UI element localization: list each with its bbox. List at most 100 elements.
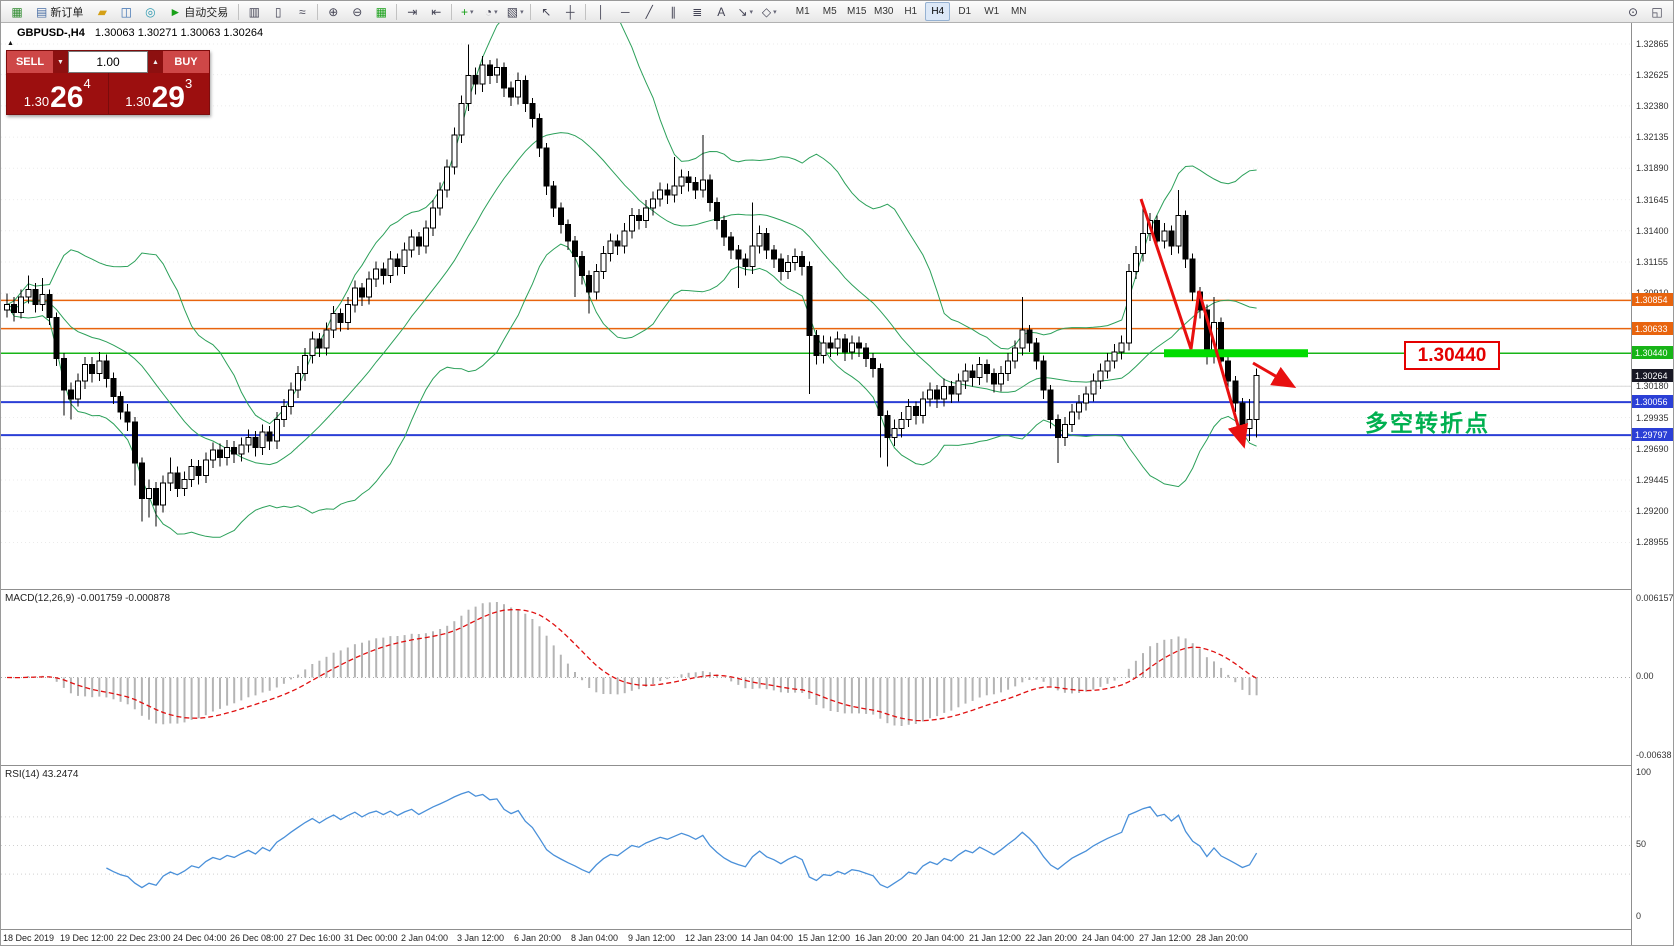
symbol-timeframe-label: GBPUSD-,H4: [17, 27, 85, 39]
buy-price-sup: 3: [184, 76, 193, 91]
timeframe-m5-button[interactable]: M5: [822, 6, 837, 17]
time-axis-label: 24 Jan 04:00: [1082, 933, 1135, 943]
app-icon[interactable]: ▦: [6, 2, 28, 22]
bar-chart-icon: ▥: [248, 4, 260, 19]
sell-price-sup: 4: [83, 76, 91, 91]
price-tag: 1.30264: [1632, 369, 1673, 382]
zoom-out-icon[interactable]: ⊖: [346, 2, 368, 22]
chart-shift-icon[interactable]: ⇤: [425, 2, 447, 22]
price-tick: 1.30180: [1636, 381, 1669, 391]
turning-point-annotation[interactable]: 多空转折点: [1365, 410, 1490, 436]
volume-input[interactable]: [68, 51, 148, 73]
indicators-button[interactable]: + ▾: [456, 2, 478, 22]
one-click-collapse-icon[interactable]: ▲: [7, 40, 14, 47]
crosshair-icon[interactable]: ┼: [559, 2, 581, 22]
new-order-button-label: 新订单: [50, 6, 84, 19]
toolbar: ▦ ▤ 新订单 ▰ ◫ ◎ ► 自动交易 ▥ ▯ ≈ ⊕ ⊖ ▦ ⇥ ⇤ + ▾ ◔ ▾ ▧ ▾ ↖ ┼ │ ─ ╱ ∥ ≣ A ↘ ▾ ◇ ▾ …: [1, 1, 1673, 23]
price-tick: 1.32865: [1636, 39, 1669, 49]
support-price-annotation[interactable]: 1.30440: [1404, 341, 1500, 370]
templates-button[interactable]: ▧ ▾: [504, 2, 526, 22]
price-tick: 1.29690: [1636, 444, 1669, 454]
profiles-icon[interactable]: ▰: [91, 2, 113, 22]
rsi-chart[interactable]: [1, 766, 1631, 929]
price-tag: 1.30854: [1632, 293, 1673, 306]
time-axis-label: 18 Dec 2019: [3, 933, 55, 943]
macd-axis-zero-label: 0.00: [1636, 671, 1654, 681]
price-axis[interactable]: 0.006157 0.00 -0.00638 100 50 0 1.32865 1…: [1631, 23, 1673, 945]
time-axis-label: 9 Jan 12:00: [628, 933, 676, 943]
new-order-button[interactable]: ▤ 新订单: [30, 2, 89, 22]
periods-button: ◔: [484, 4, 493, 19]
timeframe-d1-button[interactable]: D1: [958, 6, 972, 17]
line-chart-icon[interactable]: ≈: [291, 2, 313, 22]
cursor-icon: ↖: [541, 4, 552, 19]
profiles-icon: ▰: [97, 4, 107, 19]
zoom-in-icon: ⊕: [328, 4, 339, 19]
one-click-divider: [107, 73, 109, 114]
timeframe-m15-button[interactable]: M15: [847, 6, 867, 17]
arrows-tool-icon[interactable]: ↘ ▾: [734, 2, 756, 22]
volume-down-button[interactable]: ▼: [53, 51, 68, 73]
chart-title: GBPUSD-,H4 1.30063 1.30271 1.30063 1.302…: [17, 27, 263, 39]
periods-button[interactable]: ◔ ▾: [480, 2, 502, 22]
search-icon[interactable]: ⊙: [1627, 4, 1639, 19]
volume-up-button[interactable]: ▲: [148, 51, 163, 73]
channel-icon[interactable]: ∥: [662, 2, 684, 22]
price-tick: 1.31645: [1636, 195, 1669, 205]
bar-chart-icon[interactable]: ▥: [243, 2, 265, 22]
time-axis-label: 26 Dec 08:00: [230, 933, 284, 943]
buy-price[interactable]: 1.30 29 3: [109, 73, 210, 114]
sell-button[interactable]: SELL: [7, 51, 53, 73]
rsi-axis-100-label: 100: [1636, 767, 1652, 777]
tile-windows-icon[interactable]: ▦: [370, 2, 392, 22]
cursor-icon[interactable]: ↖: [535, 2, 557, 22]
candlestick-chart[interactable]: [1, 23, 1631, 589]
buy-button[interactable]: BUY: [163, 51, 209, 73]
price-tick: 1.32625: [1636, 70, 1669, 80]
price-tag: 1.30633: [1632, 322, 1673, 335]
timeframe-m30-button[interactable]: M30: [874, 6, 894, 17]
timeframe-h4-button[interactable]: H4: [925, 2, 951, 21]
arrows-tool-icon: ↘: [737, 4, 748, 19]
horizontal-line-icon[interactable]: ─: [614, 2, 636, 22]
candlestick-icon: ▯: [274, 4, 282, 19]
shapes-tool-icon[interactable]: ◇ ▾: [758, 2, 780, 22]
zoom-in-icon[interactable]: ⊕: [322, 2, 344, 22]
time-axis[interactable]: 18 Dec 2019 19 Dec 12:00 22 Dec 23:00 24 De…: [1, 929, 1631, 945]
time-axis-label: 14 Jan 04:00: [741, 933, 794, 943]
trendline-icon: ╱: [645, 4, 653, 19]
time-axis-label: 27 Dec 16:00: [287, 933, 341, 943]
navigator-icon[interactable]: ◎: [139, 2, 161, 22]
candlestick-icon[interactable]: ▯: [267, 2, 289, 22]
chevron-down-icon: ▾: [469, 8, 474, 16]
navigator-icon: ◎: [145, 4, 156, 19]
toolbar-separator: [396, 3, 398, 20]
sell-price[interactable]: 1.30 26 4: [7, 73, 108, 114]
time-axis-label: 8 Jan 04:00: [571, 933, 619, 943]
trendline-icon[interactable]: ╱: [638, 2, 660, 22]
one-click-prices-row: 1.30 26 4 1.30 29 3: [7, 73, 209, 114]
sell-price-big: 26: [50, 80, 84, 114]
autotrading-button[interactable]: ► 自动交易: [163, 2, 234, 22]
text-tool-icon[interactable]: A: [710, 2, 732, 22]
fibonacci-icon[interactable]: ≣: [686, 2, 708, 22]
macd-chart[interactable]: [1, 590, 1631, 765]
new-window-icon[interactable]: ◱: [1651, 4, 1663, 19]
line-chart-icon: ≈: [298, 4, 306, 19]
price-tick: 1.29200: [1636, 506, 1669, 516]
toolbar-separator: [317, 3, 319, 20]
market-watch-icon[interactable]: ◫: [115, 2, 137, 22]
timeframe-h1-button[interactable]: H1: [904, 6, 918, 17]
timeframe-mn-button[interactable]: MN: [1010, 6, 1027, 17]
time-axis-label: 2 Jan 04:00: [401, 933, 449, 943]
vertical-line-icon[interactable]: │: [590, 2, 612, 22]
timeframe-m1-button[interactable]: M1: [795, 6, 810, 17]
time-axis-label: 12 Jan 23:00: [685, 933, 738, 943]
auto-scroll-icon[interactable]: ⇥: [401, 2, 423, 22]
timeframe-w1-button[interactable]: W1: [984, 6, 1000, 17]
toolbar-items: ▦ ▤ 新订单 ▰ ◫ ◎ ► 自动交易 ▥ ▯ ≈ ⊕ ⊖ ▦ ⇥ ⇤ + ▾ ◔ ▾ ▧ ▾ ↖ ┼ │ ─ ╱ ∥ ≣ A ↘ ▾ ◇ ▾: [5, 2, 781, 22]
ohlc-values: 1.30063 1.30271 1.30063 1.30264: [94, 27, 264, 39]
vertical-line-icon: │: [597, 4, 605, 19]
market-watch-icon: ◫: [120, 4, 133, 19]
